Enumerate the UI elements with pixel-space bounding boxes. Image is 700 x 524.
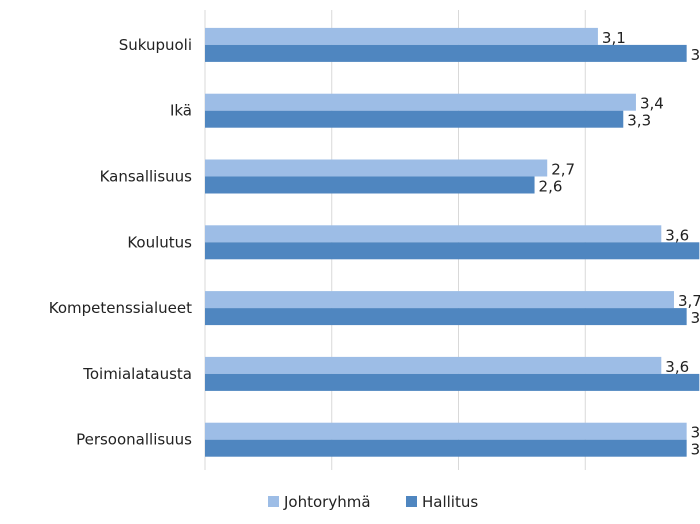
category-label: Sukupuoli xyxy=(119,36,192,54)
data-label: 2,7 xyxy=(551,161,575,179)
data-label: 3,1 xyxy=(602,29,626,47)
bars xyxy=(205,27,700,457)
category-label: Kansallisuus xyxy=(100,168,193,186)
bar xyxy=(205,225,662,243)
data-label: 3,7 xyxy=(678,292,700,310)
data-label: 3,6 xyxy=(665,226,689,244)
legend: Johtoryhmä Hallitus xyxy=(268,493,478,511)
bar xyxy=(205,93,636,111)
data-label: 3,3 xyxy=(627,112,651,130)
bar xyxy=(205,27,598,45)
bar xyxy=(205,308,687,326)
bar xyxy=(205,110,624,128)
bar xyxy=(205,242,700,260)
data-label: 3,8 xyxy=(691,424,700,442)
data-label: 3,8 xyxy=(691,309,700,327)
legend-swatch-hallitus xyxy=(406,496,417,507)
legend-label-johtoryhma: Johtoryhmä xyxy=(283,493,371,511)
data-label: 3,6 xyxy=(665,358,689,376)
category-label: Persoonallisuus xyxy=(76,431,192,449)
data-labels: 3,13,83,43,32,72,63,63,93,73,83,63,93,83… xyxy=(539,29,700,459)
category-label: Koulutus xyxy=(127,233,192,251)
data-label: 2,6 xyxy=(539,178,563,196)
category-labels: Sukupuoli Ikä Kansallisuus Koulutus Kompeten… xyxy=(49,36,192,449)
bar xyxy=(205,291,674,309)
data-label: 3,8 xyxy=(691,441,700,459)
bar xyxy=(205,176,535,194)
bar xyxy=(205,439,687,457)
category-label: Kompetenssialueet xyxy=(49,299,192,317)
bar xyxy=(205,44,687,62)
bar xyxy=(205,422,687,440)
category-label: Toimialatausta xyxy=(82,365,192,383)
bar xyxy=(205,373,700,391)
legend-swatch-johtoryhma xyxy=(268,496,279,507)
data-label: 3,8 xyxy=(691,46,700,64)
bar xyxy=(205,356,662,374)
data-label: 3,4 xyxy=(640,95,664,113)
category-label: Ikä xyxy=(170,102,192,120)
legend-label-hallitus: Hallitus xyxy=(422,493,478,511)
bar xyxy=(205,159,548,177)
